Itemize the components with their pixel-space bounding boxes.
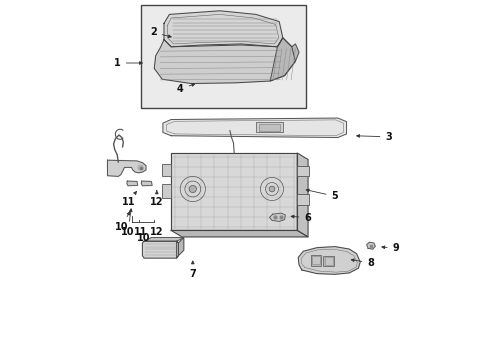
Bar <box>297 166 309 176</box>
Circle shape <box>189 185 196 193</box>
Bar <box>141 5 306 108</box>
Polygon shape <box>164 11 283 47</box>
Polygon shape <box>367 242 375 249</box>
Text: 10: 10 <box>121 209 135 237</box>
Text: 7: 7 <box>190 261 196 279</box>
Text: 2: 2 <box>150 27 171 37</box>
Text: 9: 9 <box>382 243 399 253</box>
Bar <box>162 184 171 198</box>
Text: 8: 8 <box>351 258 374 268</box>
Polygon shape <box>270 38 299 81</box>
Polygon shape <box>270 213 285 221</box>
Bar <box>162 164 171 176</box>
Bar <box>297 194 309 205</box>
Polygon shape <box>171 230 308 237</box>
Bar <box>325 257 333 265</box>
Text: 4: 4 <box>177 84 195 94</box>
Polygon shape <box>143 241 178 258</box>
Bar <box>312 256 320 264</box>
Bar <box>311 255 321 266</box>
Bar <box>323 256 334 266</box>
Polygon shape <box>141 181 152 186</box>
Bar <box>259 124 280 131</box>
Polygon shape <box>144 238 184 241</box>
Text: 6: 6 <box>291 213 311 223</box>
Circle shape <box>138 165 143 170</box>
Polygon shape <box>154 38 295 84</box>
Polygon shape <box>176 238 184 258</box>
Polygon shape <box>171 153 297 230</box>
Polygon shape <box>298 247 360 274</box>
Circle shape <box>269 186 275 192</box>
Text: 3: 3 <box>357 132 392 142</box>
Polygon shape <box>297 153 308 237</box>
Text: 12: 12 <box>150 191 164 207</box>
Text: 10: 10 <box>115 212 130 232</box>
Polygon shape <box>127 181 138 186</box>
Bar <box>256 122 283 132</box>
Text: 11: 11 <box>134 227 147 237</box>
Text: 10: 10 <box>137 233 150 243</box>
Polygon shape <box>107 160 146 176</box>
Polygon shape <box>163 118 346 138</box>
Text: 11: 11 <box>122 192 137 207</box>
Text: 1: 1 <box>114 58 142 68</box>
Text: 5: 5 <box>306 189 338 201</box>
Text: 12: 12 <box>150 227 164 237</box>
